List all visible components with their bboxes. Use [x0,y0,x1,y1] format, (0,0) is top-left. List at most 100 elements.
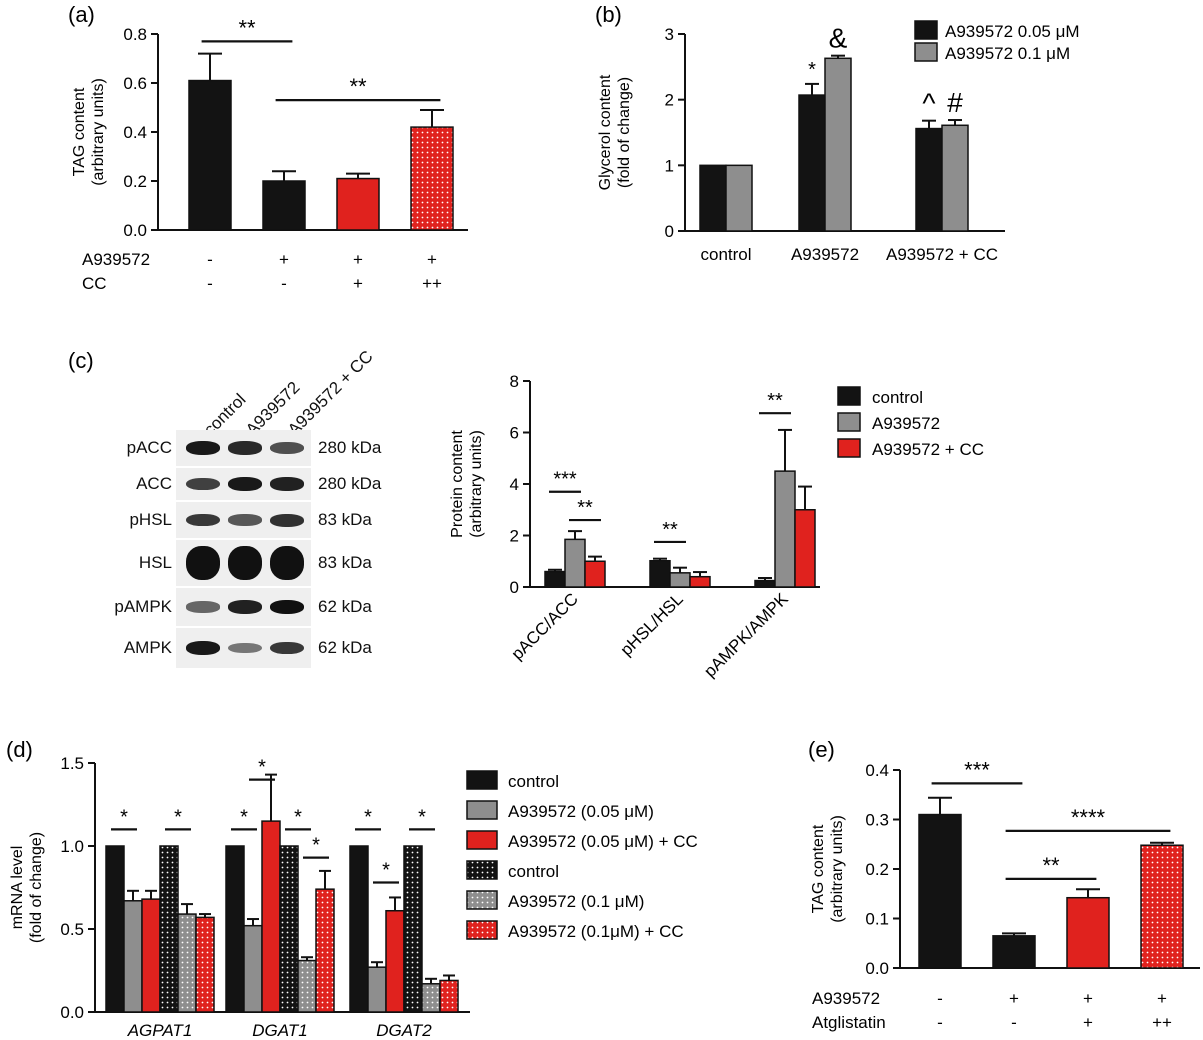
chart-a-y-tick-label: 0.0 [123,221,147,240]
chart-c-legend-swatch [837,412,861,432]
chart-e: 0.0 0.1 0.2 0.3 0.4 TAG content (arbitrary uni… [810,757,1200,1032]
chart-d-significance-asterisks: * [174,806,182,828]
blot-band [186,601,220,613]
chart-c-bar [564,538,586,588]
chart-d-bar [243,924,263,1013]
chart-d-significance-asterisks: * [312,835,320,857]
chart-d-significance-asterisks: * [258,757,266,779]
chart-d-legend-swatch [466,890,498,910]
chart-a-y-tick-label: 0.6 [123,74,147,93]
chart-e-treatment-sign: ++ [1152,1013,1172,1032]
blot-band [228,514,262,526]
chart-e-y-tick-label: 0.4 [865,761,889,780]
blot-band [228,642,262,654]
chart-e-y-tick-label: 0.1 [865,910,889,929]
blot-band [186,477,220,491]
chart-c-significance-asterisks: ** [577,497,593,519]
chart-d-significance-asterisks: * [382,860,390,882]
chart-b-category-label: control [700,245,751,264]
chart-d-bar [195,916,215,1013]
chart-a-y-axis-label: (arbitrary units) [90,78,107,186]
blot-band [270,442,304,454]
chart-d-legend-swatch [466,830,498,850]
chart-d-legend-swatch [466,920,498,940]
panel-label-b: (b) [595,2,622,27]
chart-d-legend-label: A939572 (0.05 μM) + CC [508,832,698,851]
chart-d-category-label: AGPAT1 [127,1021,193,1040]
blot-band [270,513,304,527]
chart-e-y-axis-label: (arbitrary units) [829,815,846,923]
chart-c: 0 2 4 6 8 Protein content (arbitrary units) pAC… [449,372,984,681]
chart-d-legend-label: A939572 (0.1μM) + CC [508,922,684,941]
chart-c-y-tick-label: 4 [510,475,519,494]
chart-c-category-label: pACC/ACC [508,589,582,663]
blot-strip [176,540,311,586]
chart-d-bar [105,845,125,1013]
chart-b-legend-label: A939572 0.05 μM [945,22,1080,41]
chart-d-bar [385,909,405,1013]
chart-c-bar [774,470,796,588]
chart-d-legend-swatch [466,770,498,790]
blot-size-label: 280 kDa [318,438,382,457]
blot-band [270,546,304,580]
chart-e-treatment-sign: + [1157,989,1167,1008]
chart-c-bar [649,559,671,588]
chart-b-y-axis-label: (fold of change) [616,77,633,188]
chart-b-legend-swatch [914,20,938,40]
chart-d-bar [403,845,423,1013]
chart-d-y-tick-label: 1.0 [60,837,84,856]
blot-band [228,600,262,614]
chart-c-y-tick-label: 2 [510,527,519,546]
chart-a-bar [410,126,454,231]
chart-e-significance-asterisks: *** [964,757,990,782]
chart-e-y-axis-label: TAG content [810,824,827,913]
chart-a-treatment-sign: + [353,274,363,293]
chart-c-legend-swatch [837,386,861,406]
chart-b-bar [725,164,753,232]
chart-a-y-axis-label: TAG content [71,87,88,176]
chart-b-bar [915,127,943,232]
chart-a-treatment-sign: - [207,250,213,269]
chart-c-legend-label: A939572 [872,414,940,433]
blot-protein-label: AMPK [123,638,172,657]
chart-a-treatment-sign: - [281,274,287,293]
chart-a-bar [188,79,232,231]
chart-d: 0.0 0.5 1.0 1.5 mRNA level (fold of change) AG… [9,754,698,1040]
chart-d-bar [225,845,245,1013]
chart-c-bar [689,575,711,588]
chart-d-legend-label: A939572 (0.05 μM) [508,802,654,821]
chart-c-significance-asterisks: *** [553,469,577,491]
chart-a: 0.0 0.2 0.4 0.6 0.8 TAG content (arbitrary uni… [71,15,468,293]
blot-band [270,641,304,655]
chart-a-y-tick-label: 0.4 [123,123,147,142]
chart-b-category-label: A939572 [791,245,859,264]
chart-b-category-label: A939572 + CC [886,245,998,264]
chart-d-significance-asterisks: * [120,806,128,828]
chart-a-significance-asterisks: ** [238,15,256,40]
chart-b-y-tick-label: 3 [665,25,674,44]
blot-band [186,513,220,527]
chart-a-treatment-label: CC [82,274,107,293]
blot-strip [176,502,311,538]
chart-b-bar [824,57,852,232]
chart-a-treatment-sign: + [427,250,437,269]
chart-d-bar [279,845,299,1013]
chart-d-bar [315,888,335,1013]
chart-d-bar [349,845,369,1013]
chart-b-bar [699,164,727,232]
chart-c-significance-asterisks: ** [767,390,783,412]
chart-e-treatment-sign: - [1011,1013,1017,1032]
chart-e-y-tick-label: 0.0 [865,959,889,978]
chart-b-y-axis-label: Glycerol content [597,74,614,190]
chart-c-bar [544,570,566,588]
chart-e-treatment-sign: + [1083,1013,1093,1032]
chart-e-treatment-label: A939572 [812,989,880,1008]
chart-d-significance-asterisks: * [364,806,372,828]
chart-e-bar [992,935,1036,969]
panel-label-d: (d) [6,737,33,762]
chart-d-bar [439,979,459,1013]
chart-e-y-tick-label: 0.2 [865,860,889,879]
chart-b-bar [798,94,826,232]
chart-c-category-label: pHSL/HSL [617,589,687,659]
blot-protein-label: HSL [138,553,172,572]
